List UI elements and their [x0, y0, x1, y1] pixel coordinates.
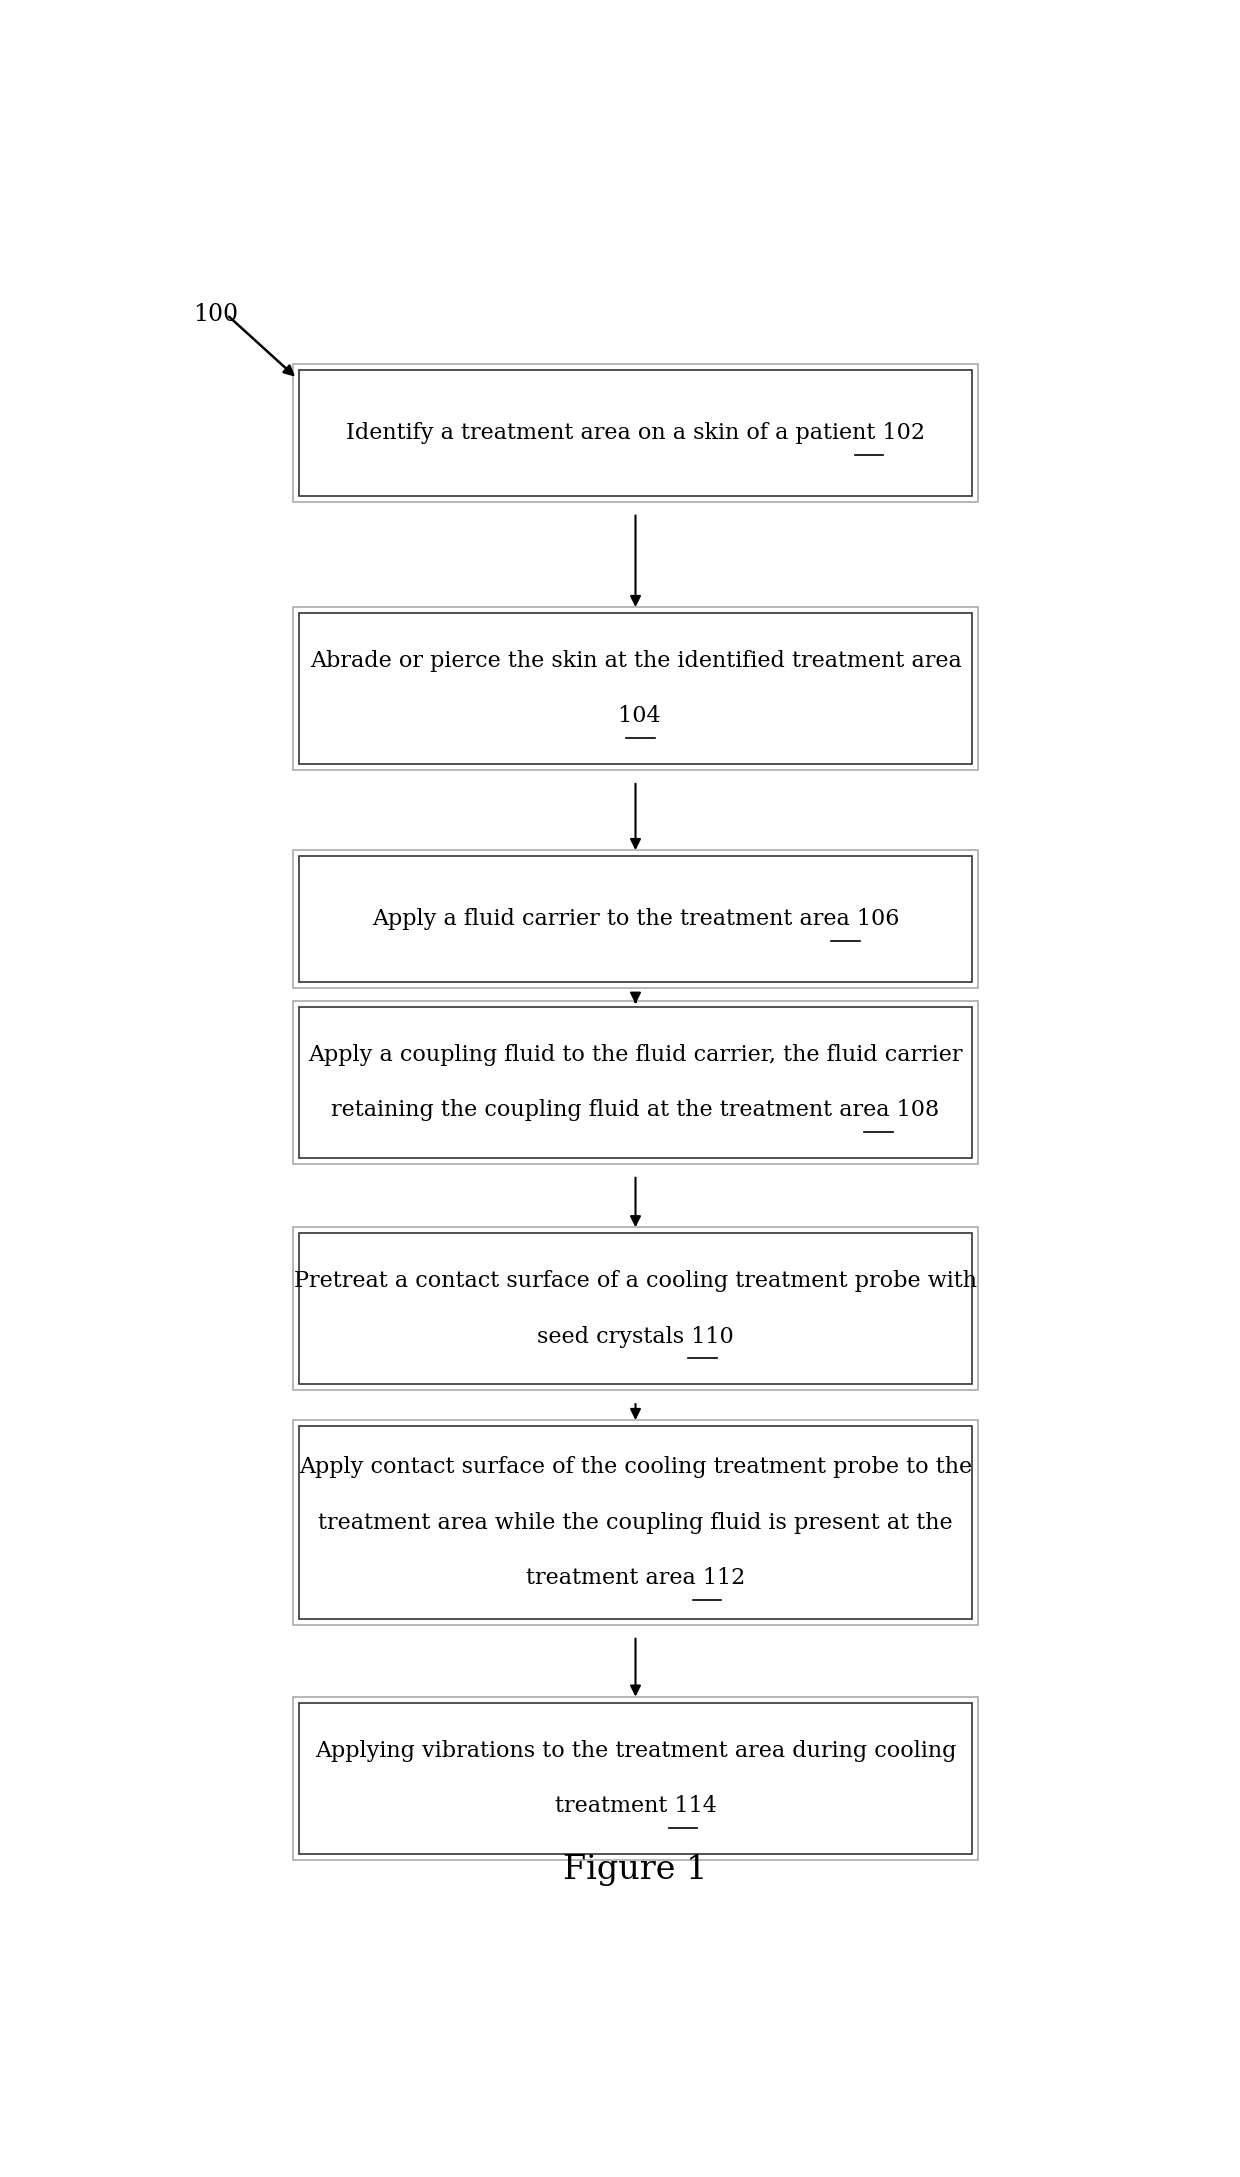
Bar — [299, 1702, 972, 1855]
Bar — [299, 1426, 972, 1620]
Text: treatment 114: treatment 114 — [554, 1796, 717, 1818]
Text: treatment area 112: treatment area 112 — [526, 1567, 745, 1589]
Bar — [299, 1234, 972, 1385]
Bar — [294, 364, 977, 503]
Bar — [294, 607, 977, 771]
Bar — [299, 370, 972, 496]
Bar — [294, 1696, 977, 1859]
Text: Apply a coupling fluid to the fluid carrier, the fluid carrier: Apply a coupling fluid to the fluid carr… — [309, 1045, 962, 1067]
Text: Abrade or pierce the skin at the identified treatment area: Abrade or pierce the skin at the identif… — [310, 651, 961, 673]
Text: 100: 100 — [193, 303, 238, 327]
Text: Pretreat a contact surface of a cooling treatment probe with: Pretreat a contact surface of a cooling … — [294, 1269, 977, 1293]
Text: retaining the coupling fluid at the treatment area 108: retaining the coupling fluid at the trea… — [331, 1099, 940, 1121]
Bar — [299, 614, 972, 764]
Bar — [299, 1008, 972, 1158]
Bar — [294, 1001, 977, 1165]
Bar — [294, 1419, 977, 1624]
Text: Apply a fluid carrier to the treatment area 106: Apply a fluid carrier to the treatment a… — [372, 908, 899, 930]
Text: Figure 1: Figure 1 — [563, 1855, 708, 1887]
Text: Apply contact surface of the cooling treatment probe to the: Apply contact surface of the cooling tre… — [299, 1456, 972, 1478]
Text: Applying vibrations to the treatment area during cooling: Applying vibrations to the treatment are… — [315, 1739, 956, 1761]
Text: Identify a treatment area on a skin of a patient 102: Identify a treatment area on a skin of a… — [346, 422, 925, 444]
Bar — [294, 851, 977, 988]
Bar — [299, 856, 972, 982]
Text: treatment area while the coupling fluid is present at the: treatment area while the coupling fluid … — [319, 1511, 952, 1533]
Text: 104: 104 — [610, 705, 661, 727]
Bar — [294, 1228, 977, 1391]
Text: seed crystals 110: seed crystals 110 — [537, 1326, 734, 1348]
